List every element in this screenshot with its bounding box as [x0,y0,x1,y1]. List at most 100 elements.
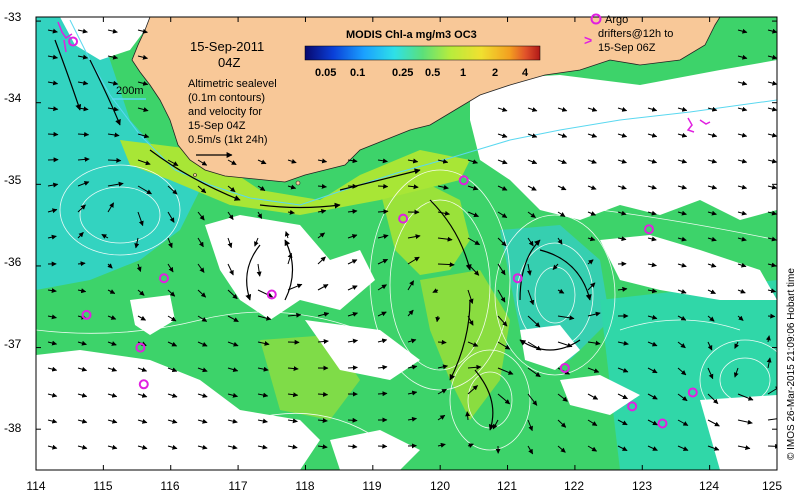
velocity-arrow [377,258,389,265]
argo-track-legend-icon: > [584,32,592,48]
velocity-arrow [437,442,446,448]
velocity-arrow [167,367,178,373]
velocity-arrow [767,416,777,422]
velocity-arrow [377,391,388,397]
lat-axis-labels: -33 -34 -35 -36 -37 -38 [4,10,22,435]
lon-tick-label: 120 [430,479,450,493]
velocity-arrow [287,184,297,190]
velocity-arrow [647,445,658,451]
velocity-arrow [137,133,150,139]
velocity-arrow [287,312,302,318]
velocity-arrow [527,367,541,378]
velocity-arrow [587,340,601,346]
velocity-arrow [107,263,113,269]
velocity-arrow [587,185,597,190]
velocity-arrow [557,445,566,453]
velocity-arrow [197,185,207,194]
velocity-arrow [437,158,449,164]
velocity-arrow [77,131,90,137]
velocity-arrow [107,367,118,372]
velocity-arrow [134,237,140,249]
velocity-arrow [767,158,777,164]
velocity-arrow [77,444,88,450]
velocity-arrow [647,106,658,112]
velocity-arrow [767,184,777,190]
velocity-arrow [77,54,89,60]
velocity-arrow [257,366,269,372]
velocity-arrow [317,232,325,239]
velocity-arrow [197,289,207,298]
argo-legend-line: 15-Sep 06Z [598,42,656,54]
sealevel-contours [36,164,777,451]
velocity-arrow [107,341,117,346]
velocity-arrow [497,315,508,327]
velocity-arrow [737,158,748,164]
velocity-arrow [617,236,627,242]
velocity-arrow [557,419,567,428]
velocity-arrow [617,158,627,164]
velocity-arrow [467,211,479,218]
velocity-arrow [557,159,567,165]
velocity-arrow [467,237,481,246]
velocity-arrow [347,311,358,317]
velocity-arrow [527,159,538,165]
axis-ticks [35,17,778,470]
velocity-arrow [347,365,358,371]
velocity-arrow [497,211,508,219]
colorbar-tick: 0.5 [425,67,440,79]
argo-float-marker [158,273,169,284]
velocity-arrow [677,236,687,242]
velocity-arrow [254,237,259,247]
velocity-arrow [137,393,148,398]
velocity-arrow [707,419,720,427]
colorbar-ramp [304,45,541,61]
argo-float-marker [266,289,277,300]
shelf-200m-contour [69,19,777,206]
velocity-arrow [437,184,449,190]
velocity-arrow [197,315,208,322]
velocity-arrow [707,289,716,294]
velocity-arrow [137,315,147,321]
velocity-arrow [734,341,739,349]
sealevel-note-line: Altimetric sealevel [188,78,277,90]
velocity-arrow [767,236,777,242]
velocity-arrow [47,366,58,372]
colorbar-tick: 4 [522,67,529,79]
velocity-arrow [707,132,718,138]
velocity-arrow [377,183,389,189]
cloud-east-2 [600,235,777,300]
cloud-northwest [60,17,150,60]
velocity-arrow [587,367,600,373]
velocity-arrow [737,184,748,190]
velocity-arrow [137,211,144,227]
velocity-arrow [767,106,777,112]
velocity-arrow [617,132,628,138]
velocity-arrow [677,341,686,349]
velocity-arrow [707,262,717,268]
velocity-arrow [347,338,358,344]
lat-tick-label: -37 [4,337,22,351]
argo-float-marker [68,36,79,47]
cloud-east [470,60,777,220]
velocity-arrow [407,390,418,396]
velocity-arrow [557,185,567,191]
velocity-arrow [497,367,514,375]
velocity-arrow [287,444,298,450]
velocity-arrow [101,233,109,239]
velocity-arrow [767,386,777,395]
velocity-arrow [587,259,594,265]
velocity-arrow [527,133,538,138]
velocity-arrow [737,28,748,34]
argo-float-marker [657,418,668,429]
velocity-arrow [587,211,597,216]
velocity-arrow [77,366,88,372]
cloud-south-center [330,430,420,470]
velocity-arrow [317,391,329,397]
sealevel-note-line: (0.1m contours) [188,92,265,104]
velocity-arrow [767,210,777,216]
argo-legend-line: Argo [605,14,628,26]
velocity-arrow [377,158,388,164]
velocity-arrow [167,393,178,398]
argo-float-marker [644,224,655,235]
